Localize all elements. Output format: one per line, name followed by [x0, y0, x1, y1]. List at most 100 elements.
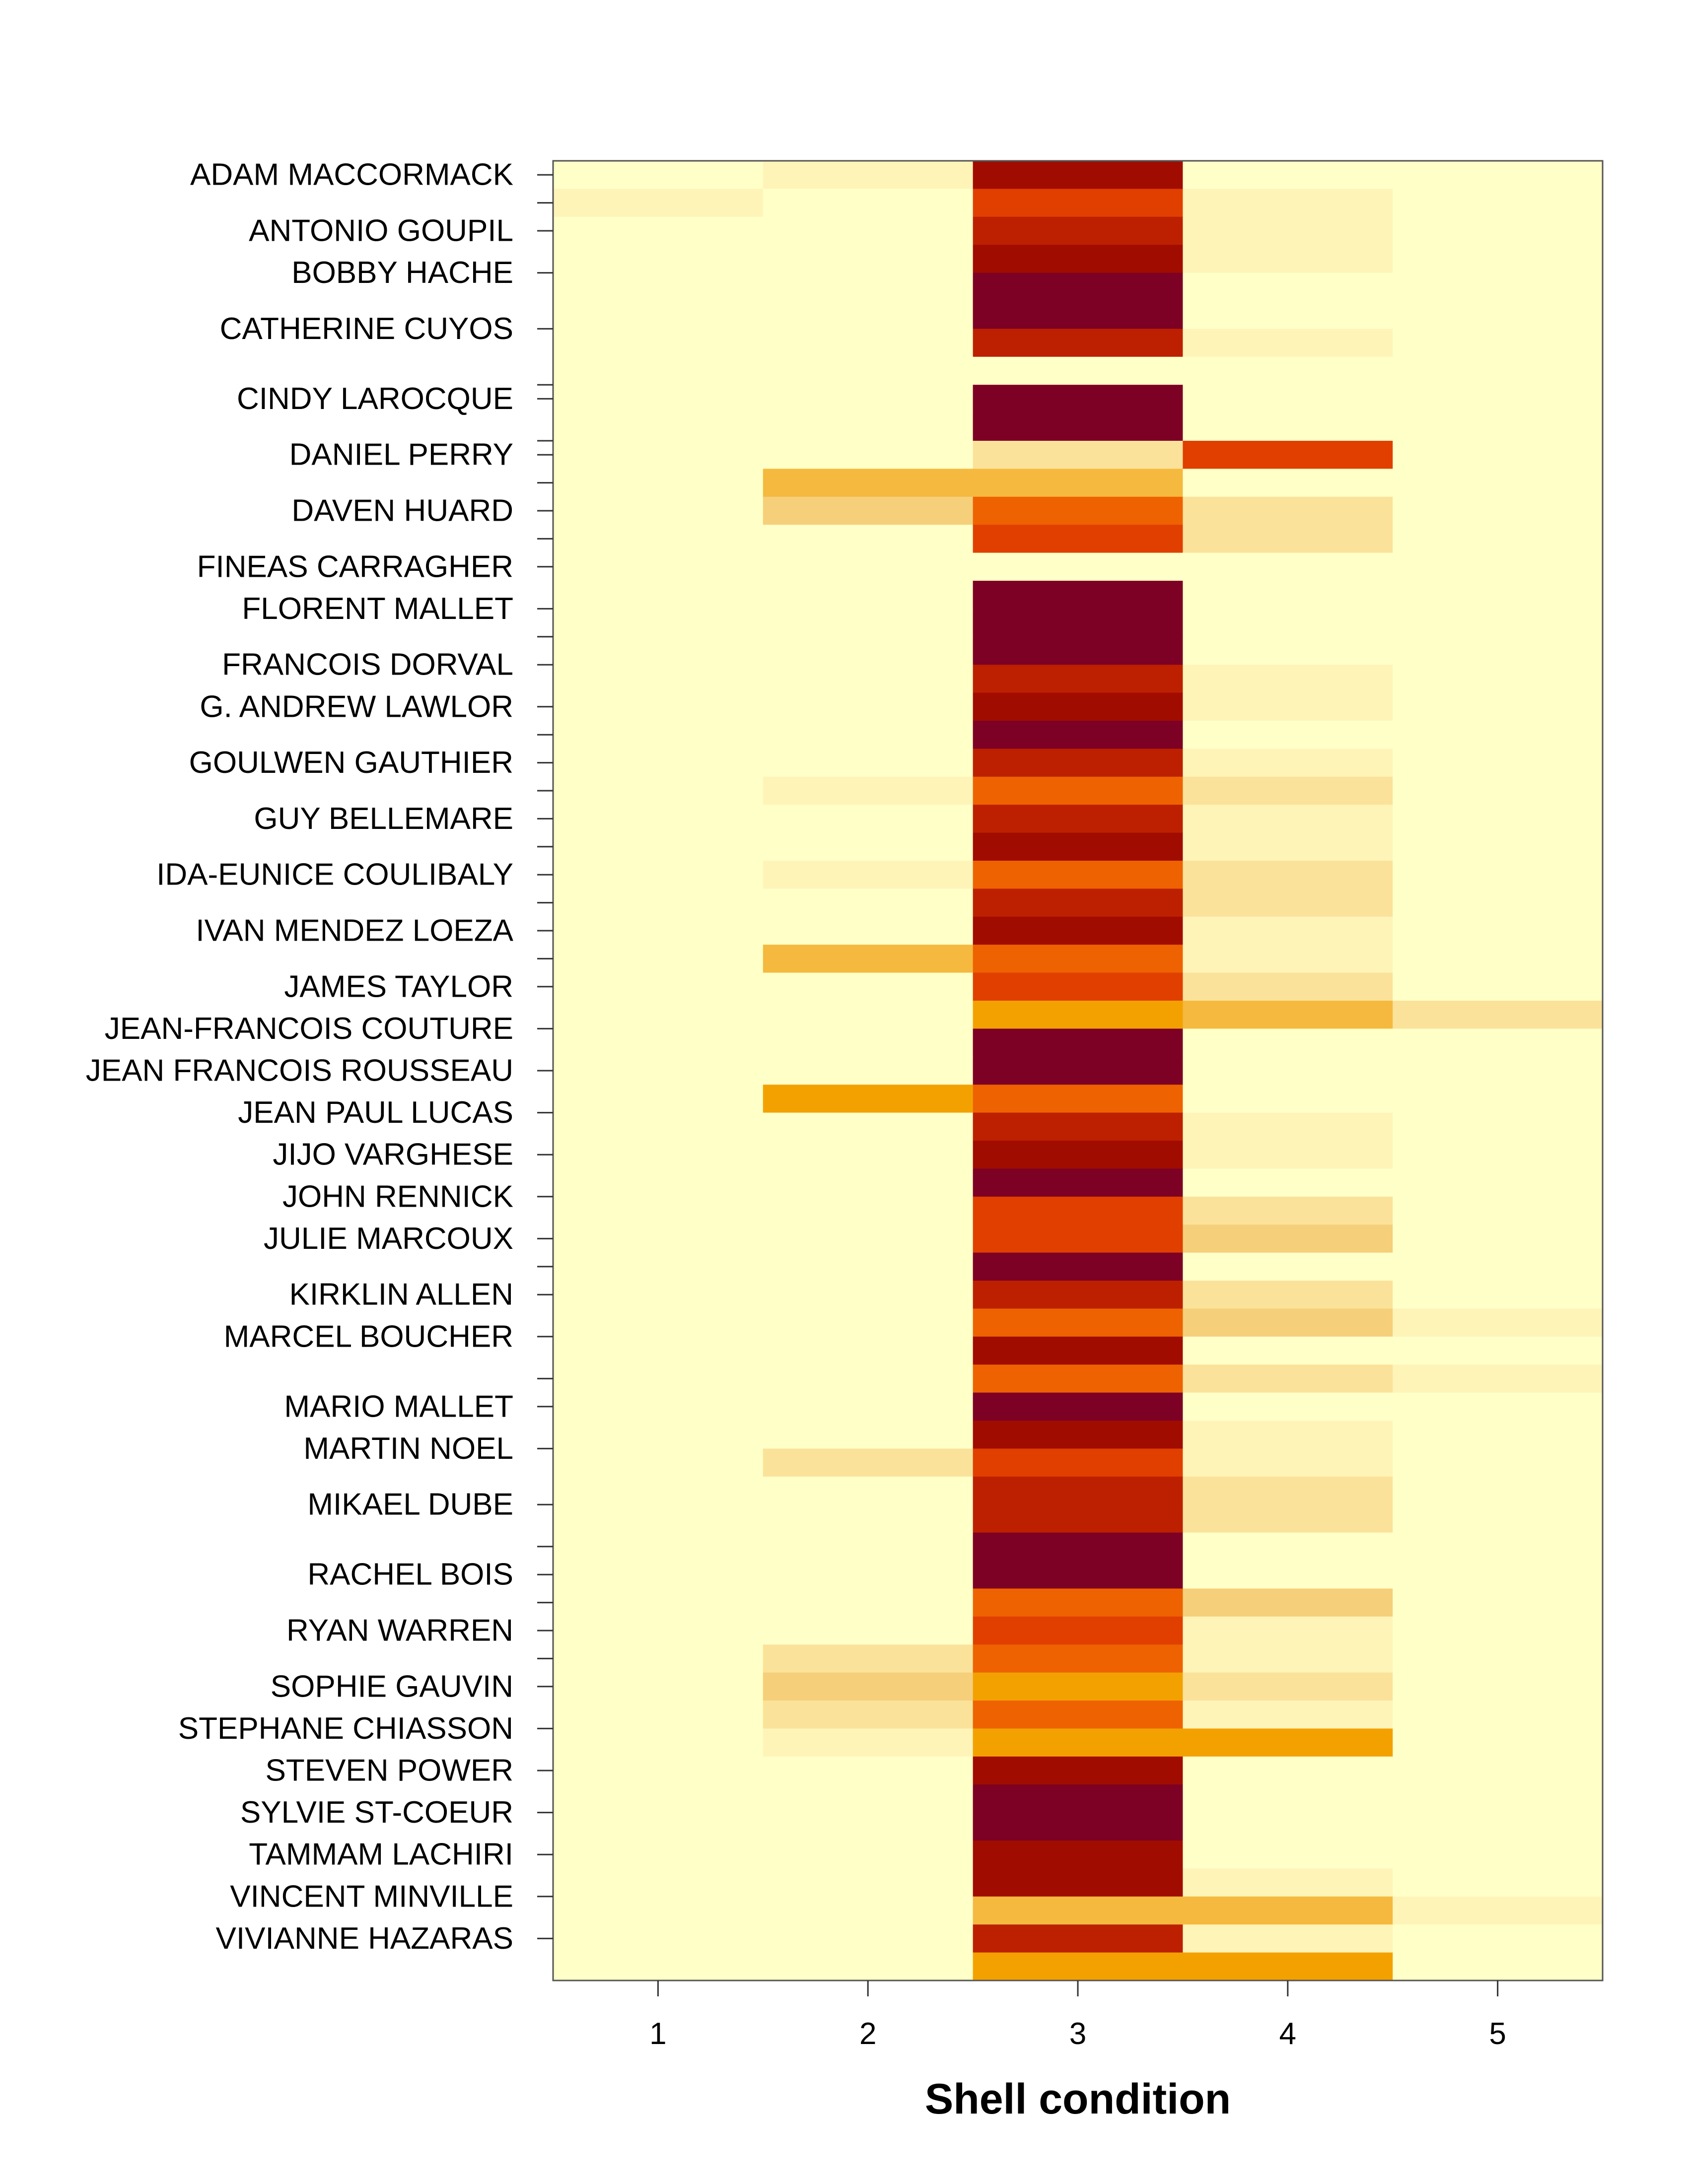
heatmap-cell	[553, 665, 764, 693]
heatmap-cell	[1393, 189, 1603, 217]
heatmap-cell	[553, 1225, 764, 1253]
heatmap-cell	[1183, 972, 1393, 1001]
heatmap-cell	[973, 189, 1184, 217]
heatmap-cell	[1393, 972, 1603, 1001]
heatmap-cell	[763, 1225, 974, 1253]
x-axis-title: Shell condition	[925, 2075, 1231, 2123]
heatmap-cell	[1183, 1168, 1393, 1197]
heatmap-cell	[1183, 749, 1393, 777]
heatmap-cell	[1393, 441, 1603, 470]
heatmap-cell	[1183, 245, 1393, 273]
heatmap-cell	[763, 1448, 974, 1477]
heatmap-cell	[763, 1196, 974, 1225]
heatmap-cell	[973, 1841, 1184, 1869]
heatmap-cell	[1183, 1952, 1393, 1981]
heatmap-cell	[1393, 1672, 1603, 1701]
heatmap-cell	[1393, 1056, 1603, 1085]
heatmap-cell	[1183, 1028, 1393, 1057]
heatmap-cell	[1183, 1112, 1393, 1141]
heatmap-cell	[553, 525, 764, 553]
heatmap-cell	[973, 721, 1184, 750]
heatmap-cell	[1183, 1001, 1393, 1029]
heatmap-cell	[1393, 665, 1603, 693]
heatmap-cell	[1393, 1001, 1603, 1029]
heatmap-cell	[553, 1616, 764, 1645]
heatmap-cell	[1393, 805, 1603, 833]
heatmap-cell	[763, 1308, 974, 1337]
heatmap-cell	[1183, 412, 1393, 441]
y-tick-label: DANIEL PERRY	[289, 438, 513, 472]
heatmap-cell	[1183, 1252, 1393, 1281]
heatmap-cell	[553, 805, 764, 833]
heatmap-cell	[973, 1644, 1184, 1673]
y-tick-label: RYAN WARREN	[286, 1614, 513, 1648]
heatmap-cell	[553, 1784, 764, 1813]
heatmap-cell	[1183, 692, 1393, 721]
heatmap-cell	[763, 916, 974, 945]
heatmap-cell	[763, 273, 974, 301]
heatmap-cell	[763, 189, 974, 217]
heatmap-cell	[1183, 469, 1393, 497]
heatmap-cell	[1183, 1841, 1393, 1869]
heatmap-cell	[1183, 861, 1393, 889]
y-tick-label: VIVIANNE HAZARAS	[216, 1921, 513, 1956]
y-tick-label: JEAN PAUL LUCAS	[238, 1095, 513, 1130]
y-tick-label: JIJO VARGHESE	[273, 1138, 513, 1172]
y-tick-label: STEVEN POWER	[265, 1754, 513, 1788]
heatmap-cell	[973, 1952, 1184, 1981]
heatmap-cell	[1183, 1924, 1393, 1953]
heatmap-cell	[553, 412, 764, 441]
y-tick-label: VINCENT MINVILLE	[230, 1879, 513, 1913]
heatmap-cell	[1393, 525, 1603, 553]
heatmap-cell	[973, 1616, 1184, 1645]
heatmap-cell	[973, 832, 1184, 861]
heatmap-cell	[973, 1392, 1184, 1421]
heatmap-cell	[1183, 636, 1393, 665]
heatmap-cell	[763, 552, 974, 581]
heatmap-cell	[763, 161, 974, 190]
heatmap-cell	[763, 245, 974, 273]
heatmap-cell	[1393, 1308, 1603, 1337]
heatmap-cell	[973, 1504, 1184, 1533]
heatmap-cell	[553, 1841, 764, 1869]
heatmap-cell	[553, 1701, 764, 1729]
heatmap-cell	[973, 1112, 1184, 1141]
heatmap-cell	[553, 609, 764, 637]
heatmap-cell	[553, 1308, 764, 1337]
heatmap-cell	[763, 581, 974, 610]
heatmap-cell	[763, 496, 974, 525]
heatmap-cell	[1393, 1112, 1603, 1141]
y-tick-label: CINDY LAROCQUE	[237, 382, 513, 416]
heatmap-cell	[553, 945, 764, 973]
heatmap-cell	[1183, 552, 1393, 581]
heatmap-cell	[973, 1896, 1184, 1925]
heatmap-cell	[1393, 609, 1603, 637]
heatmap-cell	[1183, 496, 1393, 525]
heatmap-cell	[1393, 1868, 1603, 1897]
heatmap-cell	[553, 245, 764, 273]
heatmap-cell	[763, 888, 974, 917]
x-tick-label: 3	[1069, 2017, 1086, 2051]
heatmap-cell	[973, 916, 1184, 945]
heatmap-cell	[553, 636, 764, 665]
heatmap-cell	[973, 469, 1184, 497]
heatmap-cell	[1393, 496, 1603, 525]
heatmap-cell	[1393, 1392, 1603, 1421]
heatmap-cell	[973, 581, 1184, 610]
heatmap-cell	[1393, 356, 1603, 385]
heatmap-cell	[553, 1196, 764, 1225]
heatmap-cell	[763, 805, 974, 833]
y-tick-label: BOBBY HACHE	[291, 256, 513, 290]
heatmap-cell	[763, 301, 974, 330]
heatmap-cell	[1393, 161, 1603, 190]
heatmap-cell	[553, 441, 764, 470]
heatmap-cell	[553, 972, 764, 1001]
heatmap-cell	[973, 1588, 1184, 1617]
heatmap-cell	[973, 1336, 1184, 1365]
heatmap-cell	[1183, 1085, 1393, 1113]
heatmap-cell	[553, 721, 764, 750]
heatmap-cell	[973, 1225, 1184, 1253]
heatmap-cell	[973, 216, 1184, 245]
heatmap-cell	[973, 609, 1184, 637]
heatmap-cell	[1183, 216, 1393, 245]
